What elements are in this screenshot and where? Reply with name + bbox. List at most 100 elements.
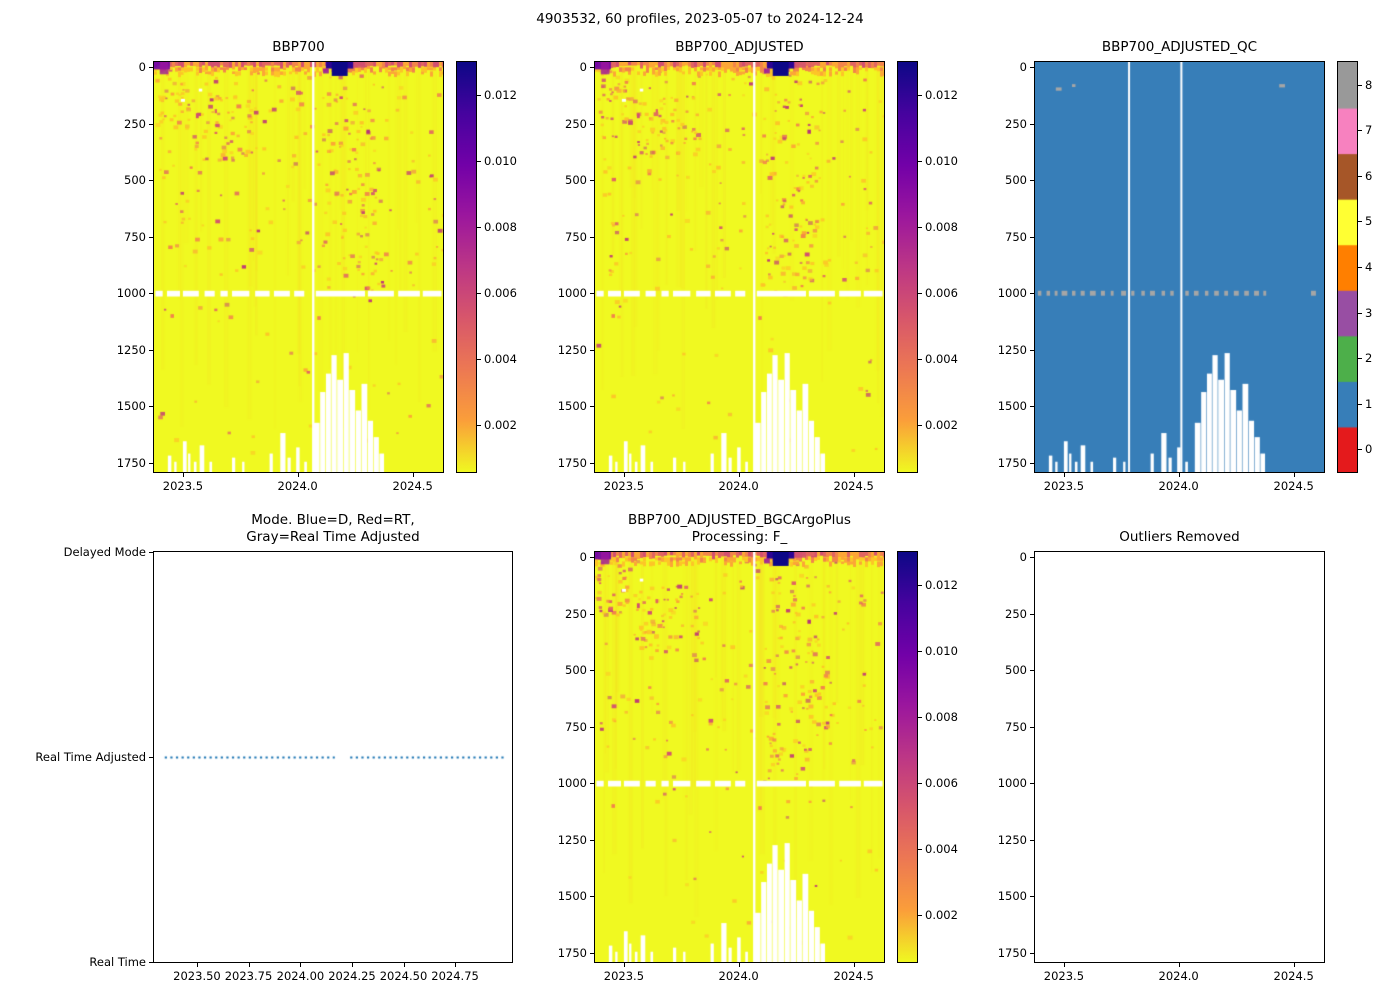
x-tick-label-bbp700-adjusted-qc: 2024.0 bbox=[1158, 479, 1199, 493]
colorbar-tick-mark-bbp700-adjusted-qc bbox=[1358, 312, 1362, 314]
y-tick-mark-outliers-removed bbox=[1030, 952, 1034, 954]
colorbar-tick-label-bbp700-adjusted: 0.006 bbox=[925, 285, 958, 300]
x-tick-label-bbp700-adjusted: 2024.0 bbox=[718, 479, 759, 493]
figure-suptitle: 4903532, 60 profiles, 2023-05-07 to 2024… bbox=[536, 11, 864, 27]
x-tick-mark-bbp700-adjusted-bgcargoplus bbox=[738, 963, 740, 967]
y-tick-mark-outliers-removed bbox=[1030, 726, 1034, 728]
subplot-title-bbp700-adjusted-qc: BBP700_ADJUSTED_QC bbox=[1101, 39, 1258, 55]
x-tick-label-mode: 2024.50 bbox=[379, 969, 428, 983]
colorbar-tick-label-bbp700-adjusted-qc: 6 bbox=[1365, 168, 1373, 183]
y-tick-label-bbp700: 1250 bbox=[116, 342, 146, 357]
colorbar-tick-mark-bbp700-adjusted-qc bbox=[1358, 221, 1362, 223]
y-tick-mark-bbp700-adjusted-qc bbox=[1030, 406, 1034, 408]
x-tick-label-outliers-removed: 2024.5 bbox=[1273, 969, 1314, 983]
colorbar-tick-label-bbp700: 0.004 bbox=[484, 351, 517, 366]
y-tick-mark-mode bbox=[149, 552, 153, 553]
y-tick-label-bbp700: 1750 bbox=[116, 455, 146, 470]
y-tick-label-bbp700-adjusted-qc: 1250 bbox=[997, 342, 1027, 357]
x-tick-mark-bbp700 bbox=[412, 473, 414, 477]
y-tick-mark-mode bbox=[149, 962, 153, 963]
x-tick-label-bbp700-adjusted-bgcargoplus: 2024.0 bbox=[718, 969, 759, 983]
y-tick-label-mode: Real Time bbox=[89, 955, 146, 969]
x-tick-label-bbp700: 2023.5 bbox=[162, 479, 204, 493]
heatmap-canvas-bbp700-adjusted bbox=[595, 62, 884, 472]
x-tick-label-bbp700-adjusted: 2024.5 bbox=[833, 479, 874, 493]
x-tick-mark-mode bbox=[300, 963, 302, 967]
x-tick-label-bbp700-adjusted-bgcargoplus: 2023.5 bbox=[603, 969, 645, 983]
y-tick-label-bbp700-adjusted-bgcargoplus: 250 bbox=[565, 606, 587, 621]
y-tick-mark-bbp700-adjusted bbox=[590, 462, 594, 464]
y-tick-mark-bbp700-adjusted-qc bbox=[1030, 293, 1034, 295]
y-tick-mark-bbp700-adjusted-qc bbox=[1030, 66, 1034, 68]
heatmap-canvas-bbp700 bbox=[154, 62, 443, 472]
colorbar-tick-label-bbp700-adjusted-qc: 8 bbox=[1365, 77, 1373, 92]
x-tick-label-mode: 2023.50 bbox=[173, 969, 221, 983]
colorbar-tick-label-bbp700-adjusted: 0.002 bbox=[925, 417, 958, 432]
colorbar-tick-mark-bbp700 bbox=[477, 226, 481, 228]
y-tick-label-bbp700-adjusted-bgcargoplus: 500 bbox=[565, 663, 587, 678]
y-tick-mark-bbp700-adjusted-qc bbox=[1030, 349, 1034, 351]
y-tick-mark-bbp700-adjusted-bgcargoplus bbox=[590, 556, 594, 558]
y-tick-mark-outliers-removed bbox=[1030, 670, 1034, 672]
colorbar-tick-mark-bbp700-adjusted-bgcargoplus bbox=[918, 848, 922, 850]
colorbar-tick-label-bbp700-adjusted-qc: 3 bbox=[1365, 305, 1373, 320]
y-tick-mark-bbp700 bbox=[149, 293, 153, 295]
y-tick-mark-bbp700-adjusted-bgcargoplus bbox=[590, 613, 594, 615]
x-tick-mark-mode bbox=[248, 963, 250, 967]
colorbar-tick-label-bbp700-adjusted-bgcargoplus: 0.010 bbox=[925, 643, 958, 658]
x-tick-label-outliers-removed: 2024.0 bbox=[1158, 969, 1199, 983]
y-tick-label-bbp700-adjusted: 750 bbox=[565, 229, 587, 244]
x-tick-mark-mode bbox=[196, 963, 198, 967]
y-tick-mark-bbp700-adjusted-qc bbox=[1030, 462, 1034, 464]
y-tick-mark-outliers-removed bbox=[1030, 896, 1034, 898]
x-tick-mark-bbp700 bbox=[182, 473, 184, 477]
colorbar-tick-label-bbp700-adjusted-qc: 5 bbox=[1365, 214, 1373, 229]
y-tick-label-bbp700-adjusted-qc: 1000 bbox=[997, 286, 1027, 301]
colorbar-tick-label-bbp700-adjusted: 0.004 bbox=[925, 351, 958, 366]
y-tick-mark-bbp700-adjusted-bgcargoplus bbox=[590, 896, 594, 898]
colorbar-tick-mark-bbp700-adjusted-qc bbox=[1358, 267, 1362, 268]
y-tick-label-mode: Delayed Mode bbox=[63, 545, 146, 559]
colorbar-tick-label-bbp700-adjusted-qc: 0 bbox=[1365, 442, 1373, 457]
y-tick-label-bbp700-adjusted: 1000 bbox=[557, 286, 587, 301]
subplot-title-bbp700-adjusted: BBP700_ADJUSTED bbox=[675, 39, 804, 55]
x-tick-label-bbp700-adjusted-qc: 2023.5 bbox=[1043, 479, 1085, 493]
y-tick-label-bbp700-adjusted-bgcargoplus: 1000 bbox=[557, 776, 587, 791]
line-canvas-mode bbox=[154, 552, 512, 962]
colorbar-tick-mark-bbp700 bbox=[477, 94, 481, 96]
y-tick-label-outliers-removed: 1500 bbox=[997, 889, 1027, 904]
x-tick-mark-bbp700-adjusted-qc bbox=[1178, 473, 1180, 477]
colorbar-tick-label-bbp700: 0.012 bbox=[484, 87, 517, 102]
colorbar-tick-mark-bbp700-adjusted bbox=[918, 358, 922, 360]
x-tick-mark-mode bbox=[351, 963, 353, 967]
colorbar-tick-mark-bbp700-adjusted bbox=[918, 94, 922, 96]
x-tick-mark-outliers-removed bbox=[1293, 963, 1295, 967]
y-tick-mark-bbp700-adjusted-qc bbox=[1030, 123, 1034, 125]
colorbar-tick-mark-bbp700-adjusted-qc bbox=[1358, 403, 1362, 405]
colorbar-tick-label-bbp700: 0.008 bbox=[484, 219, 517, 234]
y-tick-label-outliers-removed: 1250 bbox=[997, 832, 1027, 847]
colorbar-tick-mark-bbp700-adjusted-qc bbox=[1358, 449, 1362, 451]
y-tick-label-bbp700-adjusted-qc: 500 bbox=[1005, 173, 1027, 188]
y-tick-label-bbp700-adjusted: 1250 bbox=[557, 342, 587, 357]
x-tick-label-bbp700: 2024.0 bbox=[277, 479, 318, 493]
y-tick-mark-bbp700-adjusted bbox=[590, 349, 594, 351]
subplot-title-mode: Mode. Blue=D, Red=RT, Gray=Real Time Adj… bbox=[246, 512, 420, 545]
x-tick-mark-bbp700 bbox=[297, 473, 299, 477]
colorbar-tick-mark-bbp700-adjusted bbox=[918, 292, 922, 294]
y-tick-label-bbp700-adjusted-bgcargoplus: 750 bbox=[565, 719, 587, 734]
x-tick-label-outliers-removed: 2023.5 bbox=[1043, 969, 1085, 983]
y-tick-label-outliers-removed: 750 bbox=[1005, 719, 1027, 734]
x-tick-label-mode: 2023.75 bbox=[224, 969, 273, 983]
y-tick-label-bbp700: 250 bbox=[124, 116, 146, 131]
x-tick-mark-mode bbox=[455, 963, 457, 967]
x-tick-mark-mode bbox=[403, 963, 405, 967]
y-tick-mark-bbp700-adjusted bbox=[590, 66, 594, 68]
colorbar-tick-label-bbp700-adjusted-qc: 7 bbox=[1365, 123, 1373, 138]
y-tick-label-bbp700-adjusted: 250 bbox=[565, 116, 587, 131]
y-tick-label-bbp700-adjusted: 1750 bbox=[557, 455, 587, 470]
colorbar-tick-label-bbp700-adjusted: 0.008 bbox=[925, 219, 958, 234]
colorbar-tick-mark-bbp700-adjusted-bgcargoplus bbox=[918, 914, 922, 916]
colorbar-tick-label-bbp700-adjusted: 0.010 bbox=[925, 153, 958, 168]
x-tick-label-mode: 2024.75 bbox=[431, 969, 479, 983]
